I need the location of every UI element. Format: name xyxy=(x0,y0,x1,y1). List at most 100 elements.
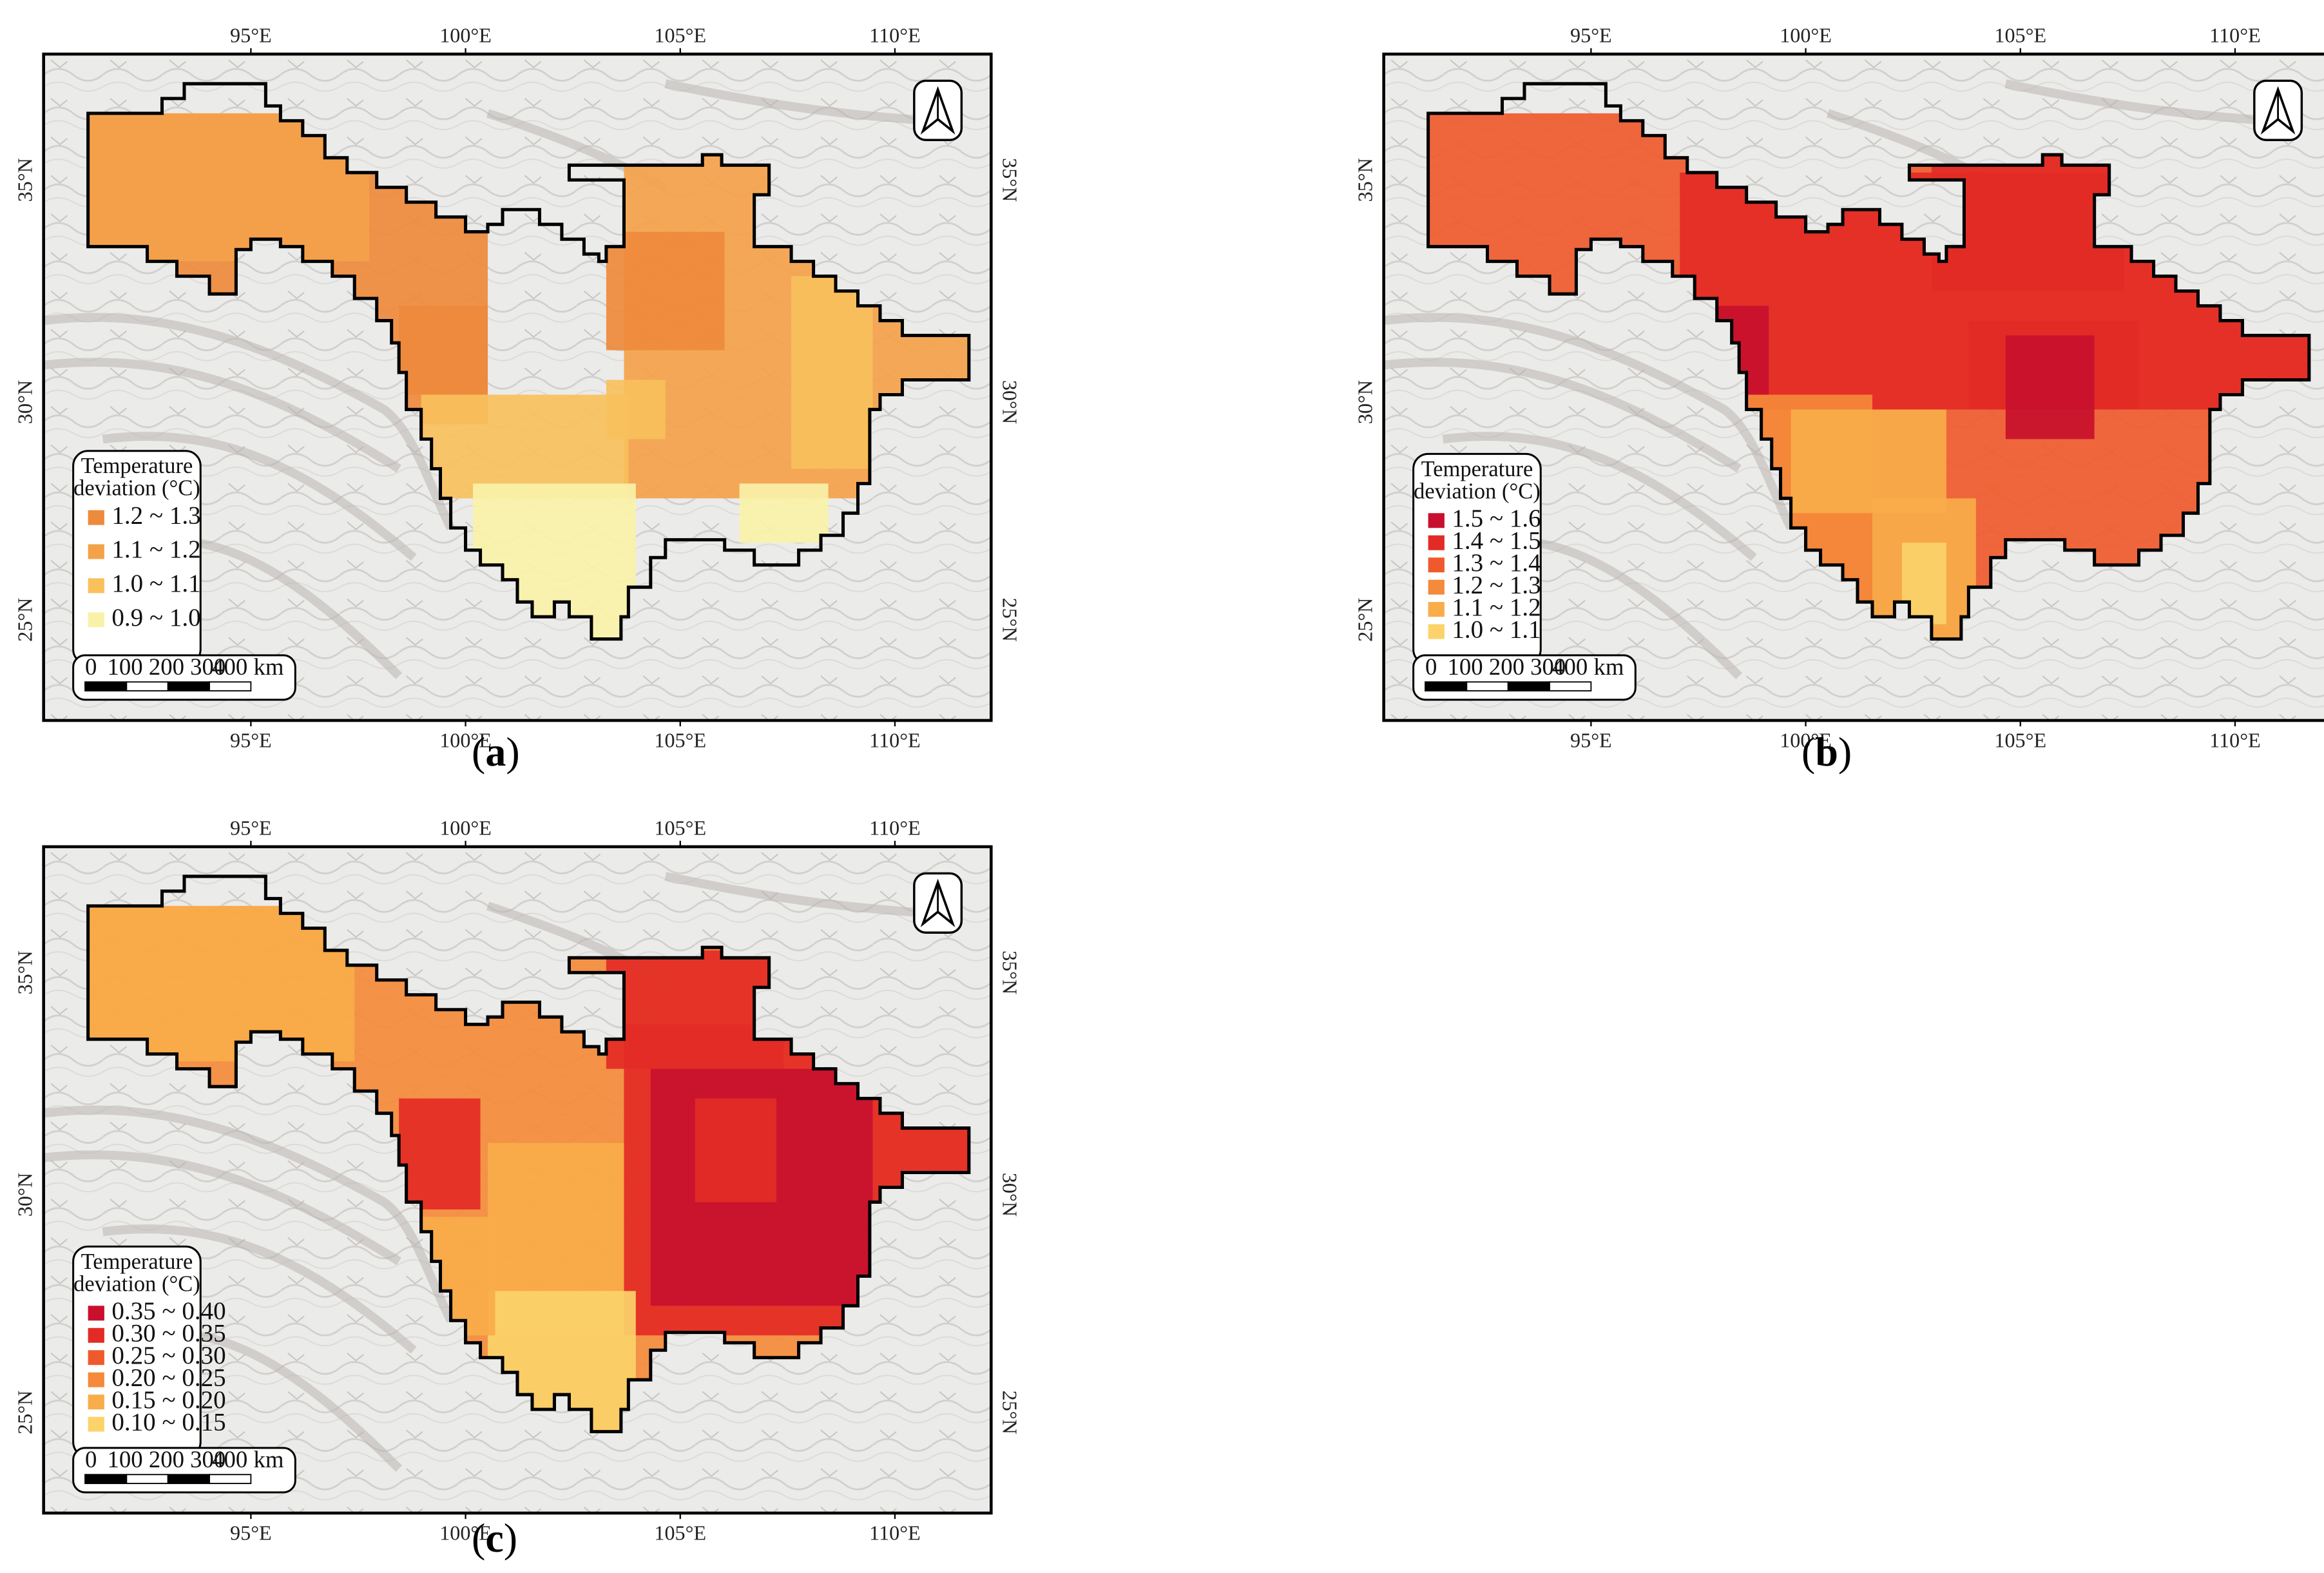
longitude-tick-label: 100°E xyxy=(1780,728,1832,751)
scale-bar-label: 300 xyxy=(190,1446,226,1472)
legend-label: 0.20 ~ 0.25 xyxy=(111,1364,226,1391)
longitude-tick-label: 105°E xyxy=(654,816,706,840)
mountain-range xyxy=(43,1105,455,1323)
latitude-tick-label: 30°N xyxy=(999,380,1022,424)
map-panel-a: 95°E 95°E 100°E 100°E 105°E 105°E 110°E 110°E 35… xyxy=(13,24,1021,752)
longitude-tick-label: 110°E xyxy=(869,1521,921,1544)
longitude-tick-label: 95°E xyxy=(230,1521,272,1544)
deviation-zone xyxy=(399,305,488,395)
legend-label: 1.1 ~ 1.2 xyxy=(111,536,200,563)
longitude-tick-label: 105°E xyxy=(654,728,706,751)
legend-swatch xyxy=(88,1394,104,1410)
legend-subtitle: deviation (°C) xyxy=(1414,479,1541,503)
longitude-tick-label: 105°E xyxy=(1994,24,2046,47)
legend-title: Temperature xyxy=(81,1250,193,1274)
longitude-tick-label: 110°E xyxy=(869,24,921,47)
mountain-range xyxy=(2004,79,2272,126)
longitude-tick-label: 95°E xyxy=(230,24,272,47)
scale-bar-label: 400 km xyxy=(212,653,284,680)
latitude-tick-label: 35°N xyxy=(999,951,1022,994)
longitude-tick-label: 95°E xyxy=(230,728,272,751)
basin-boundary xyxy=(86,82,971,641)
legend-swatch xyxy=(1428,624,1445,639)
latitude-tick-label: 30°N xyxy=(13,1173,36,1217)
legend-swatch xyxy=(88,1372,104,1387)
legend-swatch xyxy=(88,1416,104,1432)
map-panel-b: 95°E 95°E 100°E 100°E 105°E 105°E 110°E 110°E 35… xyxy=(1353,24,2324,751)
mountain-range xyxy=(1383,358,1742,473)
basin-boundary xyxy=(1426,82,2311,641)
deviation-zone xyxy=(606,380,666,439)
latitude-tick-label: 35°N xyxy=(999,158,1022,202)
mountain-range xyxy=(43,358,401,473)
legend-swatch xyxy=(88,510,104,525)
latitude-tick-label: 30°N xyxy=(1353,380,1376,424)
deviation-zone xyxy=(695,1098,777,1202)
scale-bar-label: 300 xyxy=(190,653,226,680)
legend-label: 1.0 ~ 1.1 xyxy=(111,570,200,597)
basin-boundary xyxy=(86,874,971,1434)
scale-bar-label: 200 xyxy=(149,1446,184,1472)
longitude-tick-label: 95°E xyxy=(1570,728,1612,751)
legend-label: 1.0 ~ 1.1 xyxy=(1452,615,1541,643)
map-frame xyxy=(42,845,993,1515)
deviation-zone xyxy=(488,1143,624,1336)
legend-label: 1.2 ~ 1.3 xyxy=(1452,571,1541,599)
latitude-tick-label: 30°N xyxy=(999,1173,1022,1217)
longitude-tick-label: 100°E xyxy=(439,24,492,47)
legend-label: 0.30 ~ 0.35 xyxy=(111,1319,226,1347)
longitude-tick-label: 110°E xyxy=(2209,728,2261,751)
longitude-tick-label: 100°E xyxy=(439,1521,492,1544)
legend-label: 1.1 ~ 1.2 xyxy=(1452,593,1541,621)
longitude-tick-label: 110°E xyxy=(869,728,921,751)
mountain-range xyxy=(1383,313,1795,530)
scale-bar-label: 100 xyxy=(108,1446,143,1472)
legend-swatch xyxy=(1428,557,1445,573)
legend-label: 0.35 ~ 0.40 xyxy=(111,1297,226,1325)
legend-swatch xyxy=(1428,535,1445,550)
legend-label: 1.3 ~ 1.4 xyxy=(1452,549,1541,577)
longitude-tick-label: 105°E xyxy=(654,1521,706,1544)
legend-title: Temperature xyxy=(1421,457,1533,481)
legend-label: 0.10 ~ 0.15 xyxy=(111,1408,226,1436)
legend-swatch xyxy=(88,612,104,628)
map-svg: 95°E 95°E 100°E 100°E 105°E 105°E 110°E 110°E 35… xyxy=(13,24,1021,752)
latitude-tick-label: 35°N xyxy=(13,158,36,202)
scale-bar-label: 0 xyxy=(1425,653,1437,680)
longitude-tick-label: 100°E xyxy=(439,816,492,840)
mountain-range xyxy=(1442,432,1757,561)
legend-swatch xyxy=(88,578,104,593)
north-arrow-icon xyxy=(2253,79,2303,141)
longitude-tick-label: 110°E xyxy=(2209,24,2261,47)
deviation-zone xyxy=(1791,409,1946,514)
legend-swatch xyxy=(88,1327,104,1343)
caption-a: (a) xyxy=(472,729,520,775)
legend-subtitle: deviation (°C) xyxy=(73,1271,200,1296)
longitude-tick-label: 100°E xyxy=(439,728,492,751)
map-svg: 95°E 95°E 100°E 100°E 105°E 105°E 110°E 110°E 35… xyxy=(1353,24,2324,751)
longitude-tick-label: 110°E xyxy=(869,816,921,840)
legend-swatch xyxy=(88,544,104,559)
map-frame xyxy=(42,52,993,722)
deviation-zone xyxy=(2005,335,2095,439)
north-arrow-icon xyxy=(913,872,963,934)
scale-bar-label: 100 xyxy=(108,653,143,680)
caption-b: (b) xyxy=(1801,729,1852,775)
legend-swatch xyxy=(88,1306,104,1321)
longitude-tick-label: 95°E xyxy=(1570,24,1612,47)
deviation-zone xyxy=(606,231,725,351)
scale-bar-label: 400 km xyxy=(212,1446,284,1472)
map-svg: 95°E 95°E 100°E 100°E 105°E 105°E 110°E 110°E 35… xyxy=(13,816,1021,1545)
legend-swatch xyxy=(1428,579,1445,595)
deviation-zone xyxy=(88,905,355,1062)
legend-swatch xyxy=(88,1350,104,1366)
caption-c: (c) xyxy=(472,1515,518,1561)
deviation-zone xyxy=(739,483,829,543)
map-frame xyxy=(1382,52,2324,722)
legend-subtitle: deviation (°C) xyxy=(73,476,200,501)
